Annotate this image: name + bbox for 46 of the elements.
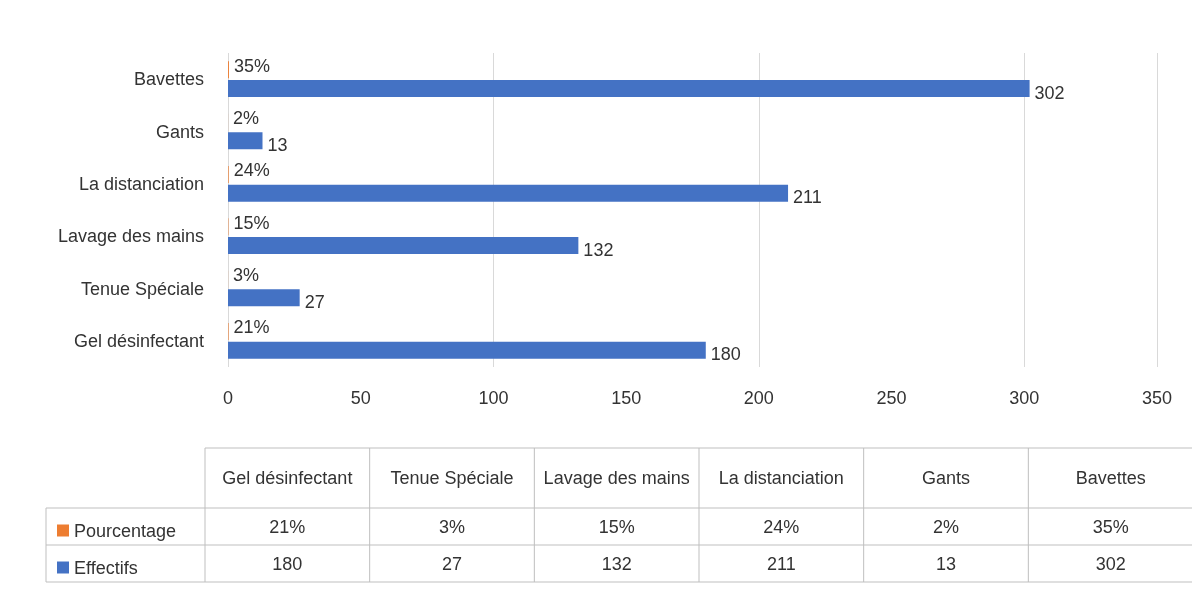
x-tick-label: 0 xyxy=(222,388,234,408)
data-label: 180 xyxy=(710,344,741,365)
data-label: 24% xyxy=(233,160,270,181)
data-label: 211 xyxy=(793,187,822,208)
x-tick-label: 200 xyxy=(743,388,774,408)
x-tick-label: 100 xyxy=(478,388,509,408)
data-label: 13 xyxy=(267,134,288,155)
data-label: 15% xyxy=(233,212,270,233)
category-label: Gel désinfectant xyxy=(222,468,353,488)
category-label: Lavage des mains xyxy=(543,468,690,488)
text: 13 xyxy=(935,553,957,574)
text: 21% xyxy=(269,516,306,537)
text: 302 xyxy=(1095,553,1126,574)
data-label: 21% xyxy=(233,317,270,338)
x-tick-label: 300 xyxy=(1009,388,1040,408)
text: 35% xyxy=(1092,516,1129,537)
text: 132 xyxy=(601,553,632,574)
text: 180 xyxy=(272,553,303,574)
legend-label: Effectifs xyxy=(74,557,138,578)
y-tick-label: Lavage des mains xyxy=(57,226,204,247)
x-tick-label: 50 xyxy=(350,388,371,408)
legend-label: Pourcentage xyxy=(74,520,177,541)
y-tick-label: La distanciation xyxy=(78,173,204,194)
data-label: 132 xyxy=(583,239,614,260)
x-tick-label: 250 xyxy=(876,388,907,408)
y-tick-label: Bavettes xyxy=(133,69,204,90)
y-tick-label: Gel désinfectant xyxy=(73,330,204,351)
text: 3% xyxy=(438,516,466,537)
x-tick-label: 350 xyxy=(1141,388,1173,408)
data-label: 35% xyxy=(233,55,270,76)
text: 24% xyxy=(763,516,800,537)
data-label: 27 xyxy=(304,291,325,312)
category-label: La distanciation xyxy=(718,468,844,488)
text: 27 xyxy=(441,553,463,574)
y-tick-label: Gants xyxy=(155,121,204,142)
text: 211 xyxy=(766,553,796,574)
data-label: 302 xyxy=(1034,82,1065,103)
data-label: 3% xyxy=(233,265,260,286)
category-label: Gants xyxy=(921,468,971,488)
y-tick-label: Tenue Spéciale xyxy=(80,278,204,299)
x-tick-label: 150 xyxy=(611,388,642,408)
category-label: Bavettes xyxy=(1075,468,1146,488)
category-label: Tenue Spéciale xyxy=(390,468,514,488)
data-label: 2% xyxy=(233,108,260,129)
text: 15% xyxy=(598,516,635,537)
text: 2% xyxy=(932,516,960,537)
